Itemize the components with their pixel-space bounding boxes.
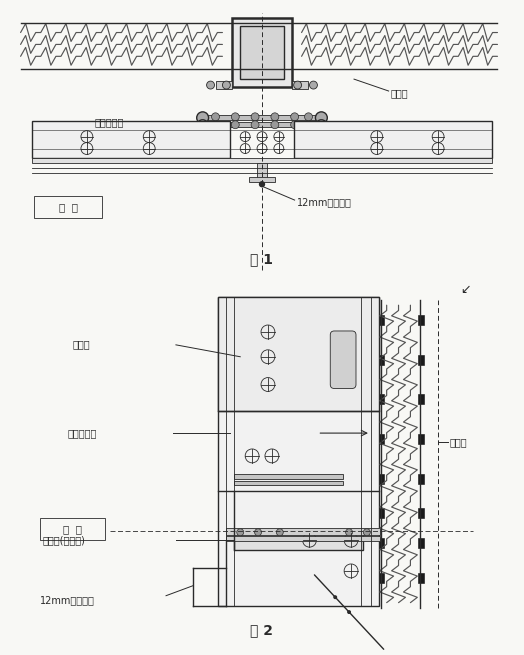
Circle shape — [293, 81, 302, 89]
Text: 图 1: 图 1 — [250, 253, 274, 267]
Bar — [240, 26, 284, 79]
Circle shape — [212, 113, 220, 121]
Bar — [292, 81, 308, 89]
Circle shape — [251, 121, 259, 128]
Bar — [418, 508, 424, 518]
Bar — [418, 434, 424, 444]
Circle shape — [276, 529, 283, 536]
Text: 隔气板(排水板): 隔气板(排水板) — [42, 535, 85, 545]
Text: 室  外: 室 外 — [62, 524, 82, 534]
Bar — [378, 538, 384, 548]
Bar — [32, 121, 231, 159]
Text: 图 2: 图 2 — [250, 624, 274, 637]
FancyBboxPatch shape — [330, 331, 356, 388]
Bar — [418, 394, 424, 404]
Bar — [219, 297, 379, 411]
Text: 等压空气腔: 等压空气腔 — [95, 117, 124, 127]
Circle shape — [231, 113, 239, 121]
Bar — [418, 355, 424, 365]
Circle shape — [346, 529, 353, 536]
Circle shape — [206, 81, 214, 89]
Circle shape — [196, 112, 209, 124]
Text: 挂钩板: 挂钩板 — [72, 339, 90, 349]
Bar — [205, 115, 319, 120]
Bar — [378, 434, 384, 444]
Bar — [234, 533, 363, 550]
Circle shape — [271, 113, 279, 121]
Bar — [378, 394, 384, 404]
Circle shape — [333, 595, 337, 599]
Circle shape — [231, 121, 239, 128]
Bar — [35, 196, 102, 218]
Bar — [418, 474, 424, 483]
Bar — [378, 355, 384, 365]
Text: 防雨屏: 防雨屏 — [450, 437, 467, 447]
Bar — [249, 178, 275, 182]
Bar — [257, 163, 267, 178]
Circle shape — [291, 113, 299, 121]
Circle shape — [212, 121, 220, 128]
Bar — [232, 18, 292, 87]
Bar — [293, 121, 492, 159]
Text: ↙: ↙ — [460, 284, 471, 296]
Bar — [216, 81, 232, 89]
Bar — [418, 573, 424, 583]
Bar — [226, 529, 380, 535]
Circle shape — [251, 113, 259, 121]
Bar — [234, 474, 343, 479]
Bar — [378, 315, 384, 325]
Bar — [378, 573, 384, 583]
Circle shape — [291, 121, 299, 128]
Bar — [219, 297, 379, 606]
Bar — [378, 508, 384, 518]
Text: 等压空气腔: 等压空气腔 — [67, 428, 96, 438]
Circle shape — [259, 181, 265, 187]
Bar — [40, 518, 105, 540]
Text: 防雨屏: 防雨屏 — [390, 88, 408, 98]
Circle shape — [315, 120, 328, 132]
Circle shape — [237, 529, 244, 536]
Text: 室  外: 室 外 — [59, 202, 78, 212]
Circle shape — [347, 610, 351, 614]
Text: 12mm宽度开缝: 12mm宽度开缝 — [297, 197, 352, 207]
Circle shape — [364, 529, 370, 536]
Circle shape — [222, 81, 231, 89]
Bar — [418, 315, 424, 325]
Circle shape — [315, 112, 328, 124]
Bar — [32, 159, 492, 163]
Text: 12mm宽度开缝: 12mm宽度开缝 — [40, 595, 95, 606]
Bar — [418, 538, 424, 548]
Circle shape — [255, 529, 261, 536]
Bar — [205, 122, 319, 126]
Circle shape — [196, 120, 209, 132]
Circle shape — [304, 121, 312, 128]
Circle shape — [304, 113, 312, 121]
Circle shape — [271, 121, 279, 128]
Circle shape — [310, 81, 318, 89]
Bar — [234, 481, 343, 485]
Bar — [226, 536, 380, 541]
Bar — [378, 474, 384, 483]
